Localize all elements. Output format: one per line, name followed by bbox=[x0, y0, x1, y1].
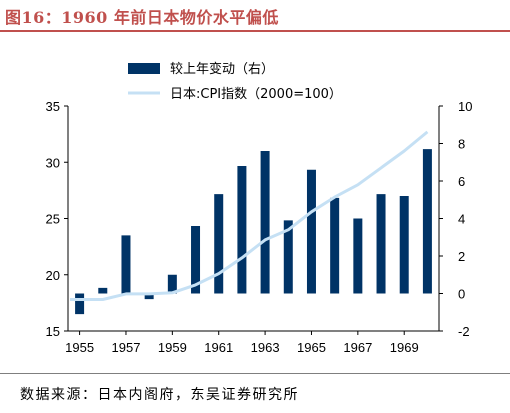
right-tick-label: 2 bbox=[458, 249, 465, 264]
x-tick-label: 1957 bbox=[112, 340, 141, 355]
bar-1968 bbox=[376, 194, 386, 294]
bar-1956 bbox=[98, 287, 108, 294]
right-tick-label: 0 bbox=[458, 287, 465, 302]
left-tick-label: 30 bbox=[46, 155, 60, 170]
right-tick-label: 6 bbox=[458, 174, 465, 189]
bar-1966 bbox=[330, 197, 340, 294]
left-tick-label: 20 bbox=[46, 268, 60, 283]
bar-1961 bbox=[214, 194, 224, 294]
right-tick-label: 4 bbox=[458, 212, 465, 227]
legend-bar-label: 较上年变动（右） bbox=[170, 61, 274, 77]
cpi-line bbox=[70, 130, 429, 301]
bar-1962 bbox=[237, 166, 247, 294]
bar-1970 bbox=[422, 149, 432, 294]
chart-svg: 15 20 25 30 35 -2 0 2 4 6 8 10 1955 1957 1959 1961 1963 1… bbox=[46, 61, 473, 355]
x-tick-label: 1965 bbox=[297, 340, 326, 355]
bar-1958 bbox=[144, 293, 154, 300]
legend-bar-swatch bbox=[128, 63, 160, 74]
legend-line-label: 日本:CPI指数（2000=100） bbox=[170, 87, 342, 102]
bar-1967 bbox=[353, 218, 363, 294]
left-tick-label: 35 bbox=[46, 99, 60, 114]
left-tick-label: 15 bbox=[46, 324, 60, 339]
bar-1965 bbox=[306, 169, 316, 294]
bar-1964 bbox=[283, 220, 293, 294]
source-note: 数据来源：日本内阁府，东吴证券研究所 bbox=[20, 387, 299, 403]
bar-1955 bbox=[75, 293, 85, 315]
x-tick-label: 1959 bbox=[158, 340, 187, 355]
right-tick-label: -2 bbox=[458, 324, 470, 339]
x-tick-label: 1963 bbox=[251, 340, 280, 355]
title-divider bbox=[0, 30, 510, 32]
left-tick-label: 25 bbox=[46, 212, 60, 227]
bar-series bbox=[75, 149, 432, 315]
x-tick-label: 1967 bbox=[343, 340, 372, 355]
right-tick-label: 8 bbox=[458, 137, 465, 152]
x-tick-label: 1961 bbox=[204, 340, 233, 355]
bar-1960 bbox=[191, 226, 201, 294]
bar-1963 bbox=[260, 151, 270, 294]
right-tick-label: 10 bbox=[458, 99, 472, 114]
chart-title: 图16：1960 年前日本物价水平偏低 bbox=[5, 8, 279, 27]
bar-1969 bbox=[399, 196, 409, 294]
axes: 15 20 25 30 35 -2 0 2 4 6 8 10 1955 1957 1959 1961 1963 1… bbox=[46, 99, 473, 355]
bar-1959 bbox=[167, 274, 177, 294]
source-divider bbox=[0, 373, 510, 374]
x-tick-label: 1969 bbox=[390, 340, 419, 355]
legend: 较上年变动（右） 日本:CPI指数（2000=100） bbox=[128, 61, 342, 102]
bar-1957 bbox=[121, 235, 131, 294]
x-tick-label: 1955 bbox=[65, 340, 94, 355]
line-series bbox=[70, 130, 429, 301]
